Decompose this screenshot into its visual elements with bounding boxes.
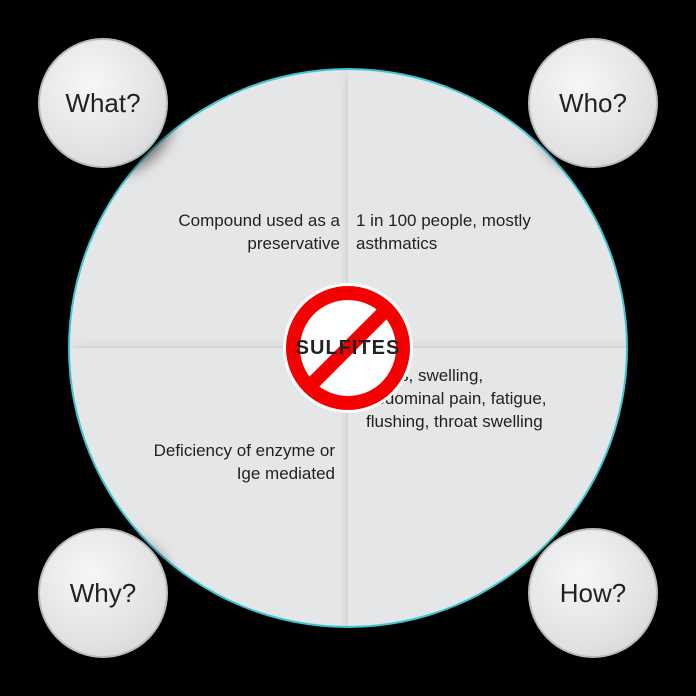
label-circle-how: How? bbox=[528, 528, 658, 658]
body-text-why: Deficiency of enzyme or Ige mediated bbox=[135, 440, 335, 486]
label-text-who: Who? bbox=[559, 88, 627, 119]
label-circle-who: Who? bbox=[528, 38, 658, 168]
label-text-why: Why? bbox=[70, 578, 136, 609]
center-title: SULFITES bbox=[296, 337, 401, 360]
label-circle-why: Why? bbox=[38, 528, 168, 658]
label-circle-what: What? bbox=[38, 38, 168, 168]
label-text-what: What? bbox=[65, 88, 140, 119]
center-badge: SULFITES bbox=[283, 283, 413, 413]
body-text-who: 1 in 100 people, mostly asthmatics bbox=[356, 210, 541, 256]
infographic-canvas: Compound used as a preservative 1 in 100… bbox=[0, 0, 696, 696]
label-text-how: How? bbox=[560, 578, 626, 609]
body-text-what: Compound used as a preservative bbox=[155, 210, 340, 256]
